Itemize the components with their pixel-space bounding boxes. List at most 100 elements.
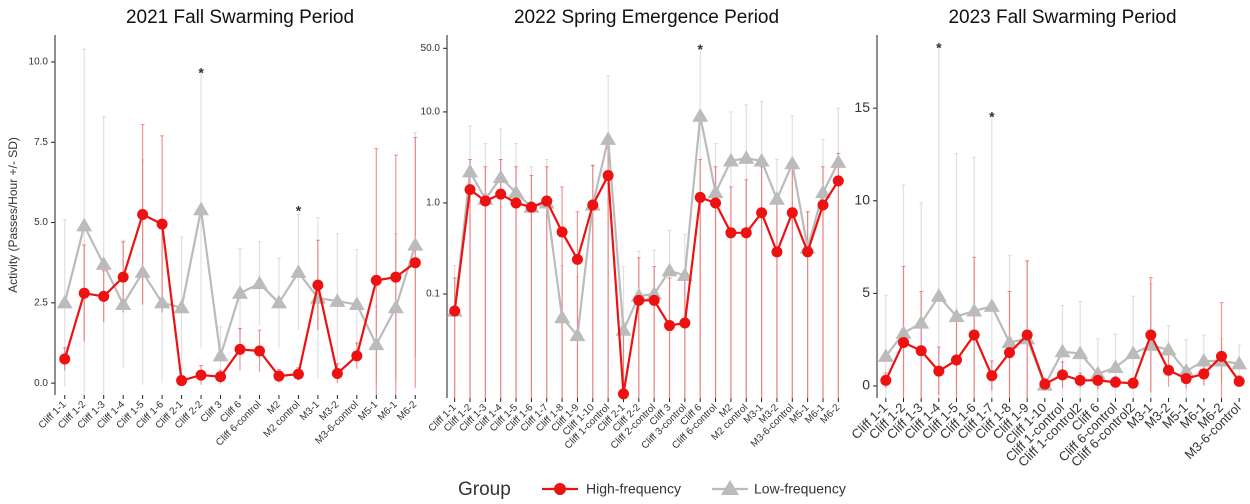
circle-marker xyxy=(331,367,343,379)
circle-marker xyxy=(1039,378,1051,390)
circle-marker xyxy=(710,197,722,209)
circle-marker xyxy=(98,290,110,302)
annotation: * xyxy=(296,202,302,218)
triangle-marker xyxy=(692,108,709,122)
circle-marker xyxy=(479,195,491,207)
triangle-marker xyxy=(232,285,248,299)
triangle-marker xyxy=(784,155,801,170)
circle-marker xyxy=(449,305,461,317)
circle-marker xyxy=(464,184,476,196)
triangle-marker xyxy=(814,184,831,199)
y-tick-label: 2.5 xyxy=(34,297,48,308)
y-tick-label: 0.1 xyxy=(426,289,440,300)
circle-marker xyxy=(1198,368,1210,380)
circle-marker xyxy=(351,350,363,362)
triangle-marker xyxy=(368,336,385,351)
circle-marker xyxy=(1180,373,1192,385)
circle-marker xyxy=(617,388,629,400)
triangle-marker xyxy=(1195,352,1212,367)
triangle-marker xyxy=(290,264,307,278)
y-tick-label: 7.5 xyxy=(34,137,48,148)
triangle-marker xyxy=(1001,334,1018,349)
circle-marker xyxy=(273,370,285,382)
triangle-marker xyxy=(569,327,586,342)
circle-marker xyxy=(802,246,814,258)
circle-marker xyxy=(571,253,583,265)
triangle-marker xyxy=(251,275,268,290)
circle-marker xyxy=(915,345,927,357)
legend-label: High-frequency xyxy=(586,481,681,497)
circle-marker xyxy=(253,345,265,357)
circle-marker xyxy=(510,197,522,209)
triangle-marker xyxy=(753,152,770,167)
circle-marker xyxy=(78,287,90,299)
legend-label: Low-frequency xyxy=(754,481,846,497)
circle-marker xyxy=(1004,347,1015,359)
circle-marker xyxy=(1163,364,1174,376)
x-tick-label: M6-1 xyxy=(376,399,400,423)
chart-title: 2021 Fall Swarming Period xyxy=(126,7,354,28)
triangle-marker xyxy=(676,267,693,282)
legend-title: Group xyxy=(458,479,511,500)
y-tick-label: 10.0 xyxy=(29,57,49,68)
triangle-marker xyxy=(1107,359,1124,374)
y-tick-label: 10 xyxy=(854,191,870,207)
circle-marker xyxy=(1216,350,1227,362)
circle-marker xyxy=(740,227,752,239)
y-tick-label: 15 xyxy=(854,99,870,115)
y-tick-label: 10.0 xyxy=(421,107,441,118)
circle-marker xyxy=(156,218,168,230)
circle-marker xyxy=(556,226,568,238)
y-axis-label: Activity (Passes/Hour +/- SD) xyxy=(6,137,20,293)
circle-marker xyxy=(137,209,149,221)
triangle-marker xyxy=(193,201,210,216)
triangle-marker xyxy=(212,347,229,362)
annotation: * xyxy=(936,40,942,56)
x-tick-label: M3-1 xyxy=(298,399,322,423)
circle-marker xyxy=(817,199,829,211)
circle-marker xyxy=(756,207,768,219)
triangle-marker xyxy=(1178,363,1195,377)
series-line xyxy=(453,171,840,395)
annotation: * xyxy=(989,108,995,124)
circle-marker xyxy=(195,369,207,381)
triangle-marker xyxy=(895,325,912,339)
circle-marker xyxy=(664,320,676,332)
circle-marker xyxy=(725,227,737,239)
triangle-marker xyxy=(329,293,346,307)
triangle-marker xyxy=(387,299,404,314)
circle-marker xyxy=(1145,329,1157,341)
circle-marker xyxy=(215,371,227,383)
circle-marker xyxy=(541,195,553,207)
circle-marker xyxy=(370,274,382,286)
circle-marker xyxy=(525,201,537,213)
triangle-marker xyxy=(600,131,617,145)
triangle-marker xyxy=(1160,341,1177,356)
triangle-marker xyxy=(877,348,894,362)
circle-marker xyxy=(117,271,129,283)
circle-marker xyxy=(390,271,402,283)
triangle-marker xyxy=(115,296,132,311)
triangle-marker xyxy=(173,299,190,314)
x-tick-label: M5-1 xyxy=(356,399,380,423)
triangle-marker xyxy=(948,308,965,323)
circle-marker xyxy=(951,354,962,366)
triangle-marker xyxy=(76,217,93,232)
circle-marker xyxy=(633,294,645,306)
triangle-marker xyxy=(1125,345,1142,360)
circle-marker xyxy=(1074,374,1086,386)
circle-marker xyxy=(694,191,706,203)
circle-marker xyxy=(602,170,614,182)
circle-marker xyxy=(1127,377,1139,389)
series-line xyxy=(453,115,840,339)
y-tick-label: 5.0 xyxy=(34,217,48,228)
triangle-marker xyxy=(966,302,983,317)
x-tick-label: M6-2 xyxy=(395,399,419,423)
circle-marker xyxy=(409,257,421,269)
triangle-marker xyxy=(462,163,479,178)
circle-marker xyxy=(292,368,304,380)
annotation: * xyxy=(697,41,703,57)
circle-marker xyxy=(312,279,324,291)
circle-marker xyxy=(1110,376,1121,388)
